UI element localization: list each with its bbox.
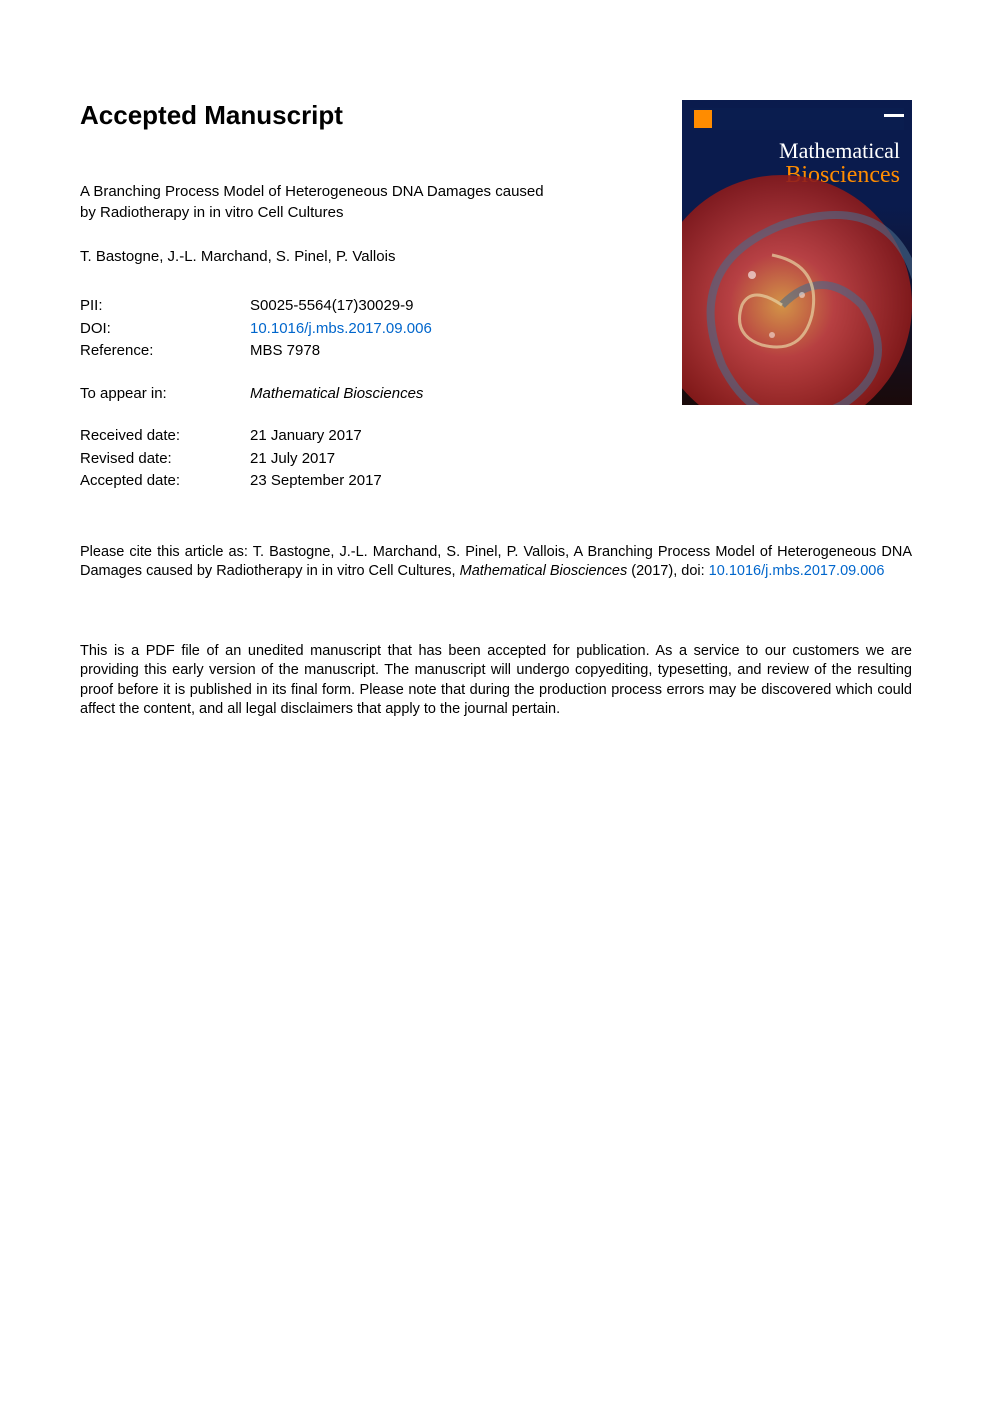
accepted-row: Accepted date: 23 September 2017 xyxy=(80,470,652,493)
identifiers-block: PII: S0025-5564(17)30029-9 DOI: 10.1016/… xyxy=(80,295,652,363)
left-column: Accepted Manuscript A Branching Process … xyxy=(80,100,682,513)
accepted-manuscript-heading: Accepted Manuscript xyxy=(80,100,652,131)
appear-in-label: To appear in: xyxy=(80,383,250,406)
journal-block: To appear in: Mathematical Biosciences xyxy=(80,383,652,406)
disclaimer-paragraph: This is a PDF file of an unedited manusc… xyxy=(80,642,912,720)
journal-cover-image: Mathematical Biosciences xyxy=(682,100,912,405)
citation-doi-link[interactable]: 10.1016/j.mbs.2017.09.006 xyxy=(709,563,885,579)
cover-top-bar xyxy=(690,108,904,130)
citation-year-doi: (2017), doi: xyxy=(627,563,708,579)
reference-row: Reference: MBS 7978 xyxy=(80,340,652,363)
doi-link[interactable]: 10.1016/j.mbs.2017.09.006 xyxy=(250,318,432,341)
pii-value: S0025-5564(17)30029-9 xyxy=(250,295,413,318)
reference-label: Reference: xyxy=(80,340,250,363)
accepted-label: Accepted date: xyxy=(80,470,250,493)
pii-row: PII: S0025-5564(17)30029-9 xyxy=(80,295,652,318)
reference-value: MBS 7978 xyxy=(250,340,320,363)
cover-title-line1: Mathematical xyxy=(779,138,900,164)
citation-paragraph: Please cite this article as: T. Bastogne… xyxy=(80,543,912,582)
received-row: Received date: 21 January 2017 xyxy=(80,425,652,448)
received-value: 21 January 2017 xyxy=(250,425,362,448)
appear-in-row: To appear in: Mathematical Biosciences xyxy=(80,383,652,406)
appear-in-value: Mathematical Biosciences xyxy=(250,383,423,406)
header-section: Accepted Manuscript A Branching Process … xyxy=(80,100,912,513)
pii-label: PII: xyxy=(80,295,250,318)
dates-block: Received date: 21 January 2017 Revised d… xyxy=(80,425,652,493)
cover-line-decoration xyxy=(884,114,904,117)
doi-label: DOI: xyxy=(80,318,250,341)
doi-row: DOI: 10.1016/j.mbs.2017.09.006 xyxy=(80,318,652,341)
citation-journal-name: Mathematical Biosciences xyxy=(460,563,628,579)
spiral-decoration-icon xyxy=(682,165,912,405)
article-title: A Branching Process Model of Heterogeneo… xyxy=(80,181,560,223)
revised-label: Revised date: xyxy=(80,448,250,471)
accepted-value: 23 September 2017 xyxy=(250,470,382,493)
publisher-logo-icon xyxy=(694,110,712,128)
revised-value: 21 July 2017 xyxy=(250,448,335,471)
authors-list: T. Bastogne, J.-L. Marchand, S. Pinel, P… xyxy=(80,248,652,265)
received-label: Received date: xyxy=(80,425,250,448)
revised-row: Revised date: 21 July 2017 xyxy=(80,448,652,471)
